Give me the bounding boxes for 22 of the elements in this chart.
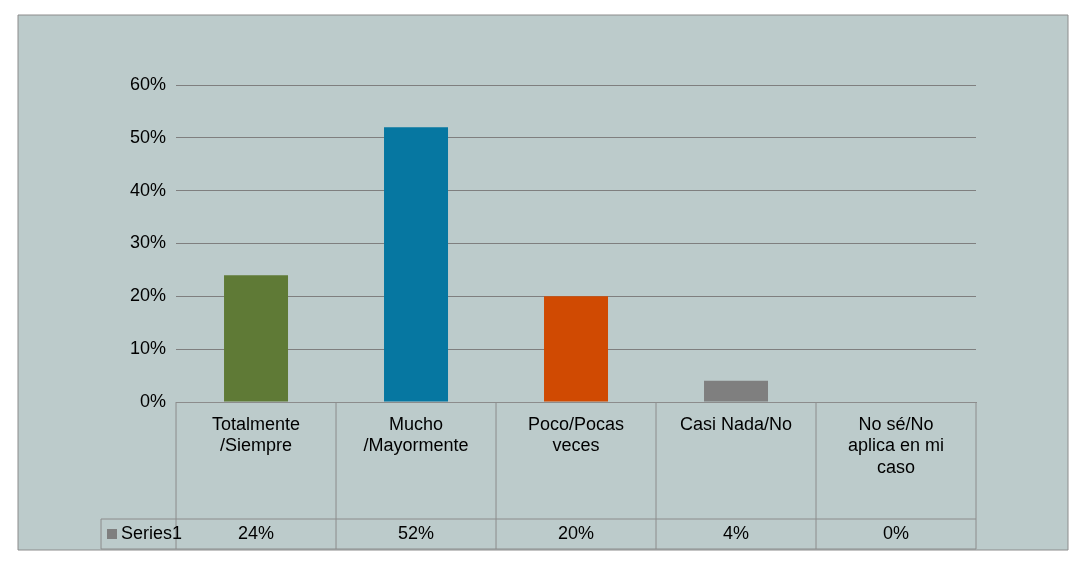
x-tick-label: Casi Nada/No [679,413,793,434]
y-tick-label: 50% [130,126,167,147]
bar [224,275,289,402]
legend-label: Series1 [121,522,183,543]
x-tick-label: Mucho/Mayormente [363,413,469,456]
y-tick-label: 10% [130,338,167,359]
data-label: 52% [398,522,435,543]
x-tick-label: No sé/No aplica en mi caso [847,413,945,477]
y-tick-label: 0% [140,390,167,411]
data-label: 4% [723,522,750,543]
x-tick-label: Poco/Pocas veces [527,413,625,456]
x-tick-label: Totalmente/Siempre [211,413,301,456]
data-label: 0% [882,522,910,543]
y-tick-label: 20% [130,285,167,306]
y-tick-label: 30% [130,232,167,253]
data-label: 24% [238,522,275,543]
bar [384,127,449,402]
y-tick-label: 60% [130,73,167,94]
bar [544,296,609,402]
data-label: 20% [558,522,595,543]
y-tick-label: 40% [130,179,167,200]
bar [704,380,769,402]
